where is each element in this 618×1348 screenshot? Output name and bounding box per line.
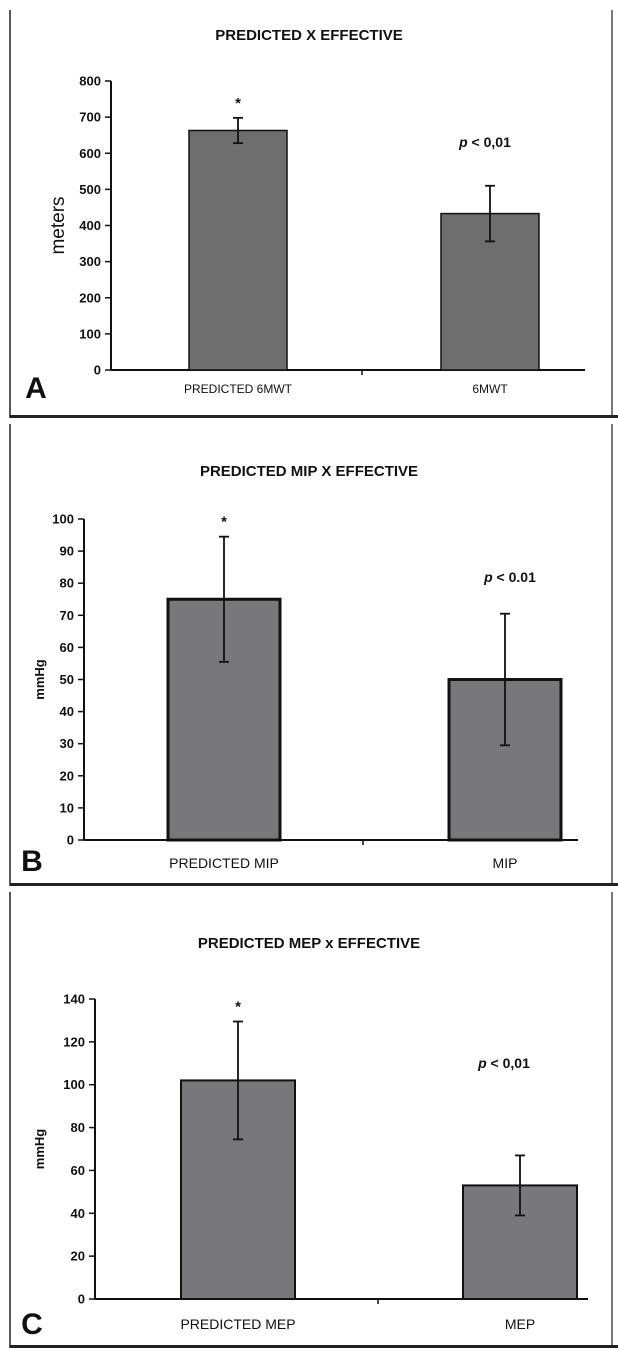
y-tick-label: 100 <box>63 1077 85 1092</box>
y-tick-label: 50 <box>60 672 74 687</box>
p-value-annotation: p < 0,01 <box>458 134 511 150</box>
y-tick-label: 120 <box>63 1034 85 1049</box>
category-label: MIP <box>493 855 518 871</box>
chart-title: PREDICTED MIP X EFFECTIVE <box>200 463 418 480</box>
y-tick-label: 90 <box>60 544 74 559</box>
y-tick-label: 140 <box>63 992 85 1007</box>
p-value-annotation: p < 0.01 <box>483 569 536 585</box>
y-tick-label: 700 <box>79 110 101 125</box>
y-tick-label: 0 <box>78 1292 85 1307</box>
y-tick-label: 80 <box>60 576 74 591</box>
category-label: PREDICTED 6MWT <box>184 382 293 396</box>
significance-marker: * <box>221 514 227 531</box>
y-tick-label: 80 <box>71 1120 85 1135</box>
y-tick-label: 40 <box>60 704 74 719</box>
panel-letter: C <box>21 1308 43 1341</box>
y-tick-label: 70 <box>60 608 74 623</box>
y-tick-label: 400 <box>79 218 101 233</box>
panel-letter: A <box>25 372 47 405</box>
chart-title: PREDICTED MEP x EFFECTIVE <box>198 935 420 952</box>
y-tick-label: 800 <box>79 74 101 89</box>
y-tick-label: 500 <box>79 182 101 197</box>
significance-marker: * <box>235 999 241 1016</box>
y-axis-label: mmHg <box>32 659 47 700</box>
y-tick-label: 10 <box>60 800 74 815</box>
chart-panel-b: PREDICTED MIP X EFFECTIVE 0 10 20 30 40 50 60 70… <box>9 424 618 886</box>
chart-panel-c: PREDICTED MEP x EFFECTIVE 0 20 40 60 80 100 120… <box>9 892 618 1348</box>
category-label: MEP <box>505 1316 535 1332</box>
y-tick-label: 0 <box>94 363 101 378</box>
bar-predicted-6mwt <box>188 129 288 371</box>
y-tick-label: 20 <box>60 768 74 783</box>
category-label: 6MWT <box>472 382 508 396</box>
y-axis-label: mmHg <box>32 1129 47 1170</box>
y-tick-label: 30 <box>60 736 74 751</box>
y-axis-label: meters <box>48 196 69 254</box>
category-label: PREDICTED MEP <box>180 1316 295 1332</box>
y-tick-label: 0 <box>67 833 74 848</box>
significance-marker: * <box>235 95 241 112</box>
y-tick-label: 100 <box>79 326 101 341</box>
panel-letter: B <box>21 845 43 878</box>
category-label: PREDICTED MIP <box>169 855 279 871</box>
y-tick-label: 300 <box>79 254 101 269</box>
y-tick-label: 100 <box>52 512 74 527</box>
y-tick-label: 600 <box>79 146 101 161</box>
y-tick-label: 20 <box>71 1249 85 1264</box>
y-tick-label: 200 <box>79 290 101 305</box>
y-tick-label: 60 <box>60 640 74 655</box>
y-tick-label: 60 <box>71 1163 85 1178</box>
chart-panel-a: PREDICTED X EFFECTIVE 0 100 200 300 400 500 600… <box>9 10 618 418</box>
p-value-annotation: p < 0,01 <box>477 1055 530 1071</box>
chart-title: PREDICTED X EFFECTIVE <box>215 27 403 44</box>
y-tick-label: 40 <box>71 1206 85 1221</box>
